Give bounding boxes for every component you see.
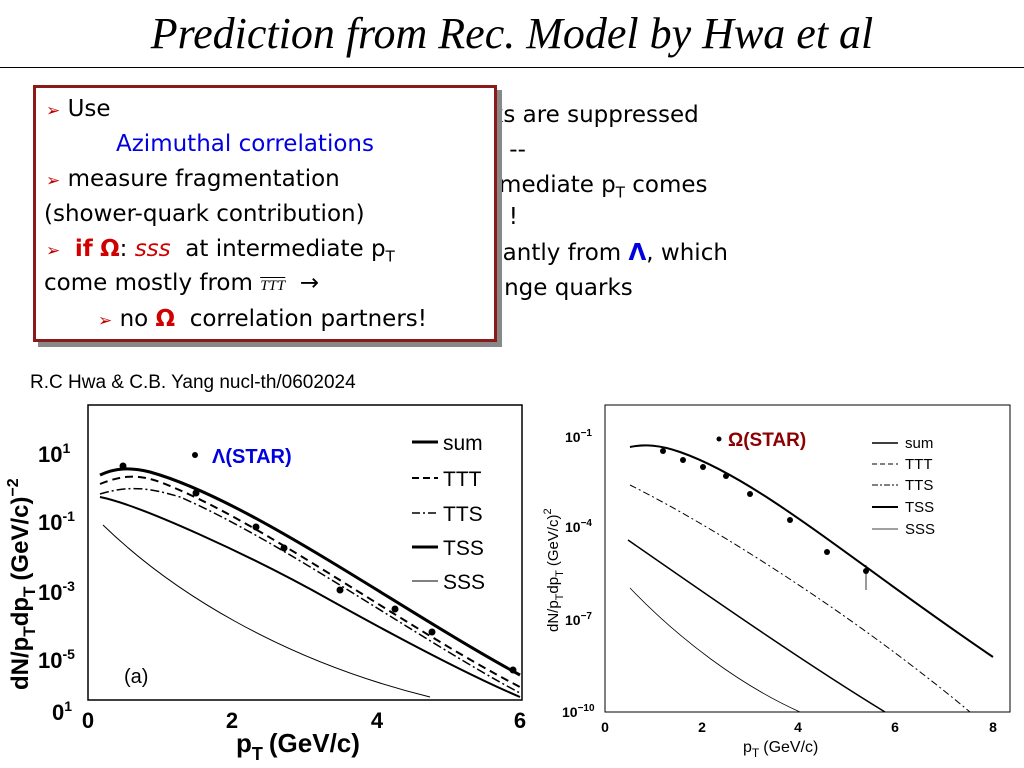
legend-label: TTS [443, 503, 483, 526]
right-x-ticks: 0 2 4 6 8 [601, 719, 997, 735]
curve-tts [99, 487, 521, 694]
legend-label: SSS [443, 571, 485, 594]
x-tick-label: 8 [989, 719, 997, 735]
bullet: ➢ no Ω correlation partners! [98, 306, 427, 332]
curve-tts [629, 484, 971, 713]
legend-label: TSS [443, 537, 484, 560]
y-label: dN/pTdpT(GeV/c)−2 [5, 478, 39, 690]
lambda: Λ [628, 240, 647, 266]
y-tick-label: 10−10 [562, 703, 595, 720]
text: at intermediate p [185, 236, 386, 262]
y-tick-label: 10−4 [565, 518, 592, 535]
body-text: cantly from Λ, which [490, 240, 728, 266]
text: come mostly from TTT → [44, 270, 320, 296]
text: come mostly from [44, 270, 253, 296]
right-legend-labels: sum TTT TTS TSS SSS [905, 435, 935, 538]
legend-label: TTS [905, 477, 933, 494]
bullet: ➢ Use [46, 96, 111, 122]
left-x-ticks: 0 2 4 6 [82, 708, 526, 733]
plot-frame [87, 404, 523, 701]
data-label: Ω(STAR) [728, 430, 806, 451]
x-tick-label: 4 [794, 719, 802, 735]
legend-dot [192, 452, 198, 458]
text: Use [67, 96, 111, 122]
body-text: ks are suppressed [490, 102, 699, 128]
text: TTT [260, 278, 286, 294]
citation: R.C Hwa & C.B. Yang nucl-th/0602024 [30, 372, 356, 393]
legend-label: sum [905, 435, 933, 452]
curve-sum [99, 467, 521, 677]
title: Prediction from Rec. Model by Hwa et al [150, 9, 874, 58]
title-rule [0, 67, 1024, 68]
left-legend [412, 440, 438, 582]
text: measure fragmentation [67, 166, 340, 192]
text: correlation partners! [189, 306, 427, 332]
legend-dot [716, 436, 722, 442]
bullet: ➢ if Ω: sss at intermediate pT [46, 236, 395, 266]
text: Azimuthal correlations [116, 131, 374, 157]
callout-box: ➢ Use Azimuthal correlations ➢ measure f… [33, 85, 497, 342]
text: Ω [155, 306, 176, 332]
text: rmediate p [490, 172, 616, 198]
x-tick-label: 6 [514, 708, 526, 733]
x-label: pT (GeV/c) [236, 728, 360, 764]
x-tick-label: 2 [698, 719, 706, 735]
x-label: pT (GeV/c) [743, 739, 818, 760]
left-curves [99, 467, 521, 698]
legend-label: SSS [905, 521, 935, 538]
curve-tss [99, 496, 521, 698]
text: sss [134, 236, 171, 262]
y-tick-label: 10−7 [565, 611, 592, 628]
left-y-ticks: 101 10-1 10-3 10-5 01 [38, 440, 75, 725]
x-tick-label: 4 [371, 708, 384, 733]
text: no [119, 306, 149, 332]
legend-label: TTT [443, 468, 482, 491]
curve-sum [629, 444, 994, 658]
y-tick-label: 101 [38, 440, 70, 467]
subscript: T [385, 247, 395, 266]
curve-sss [102, 524, 431, 698]
left-data-points [119, 462, 517, 674]
right-legend [872, 442, 898, 530]
data-label: Λ(STAR) [212, 446, 292, 468]
panel-label: (a) [124, 666, 148, 688]
x-tick-label: 0 [82, 708, 94, 733]
text: cantly from [490, 240, 629, 266]
curve-sss [629, 587, 801, 713]
plot-frame [604, 404, 1011, 713]
legend-label: sum [443, 432, 483, 455]
text: (shower-quark contribution) [44, 201, 365, 227]
curve-ttt [99, 475, 521, 688]
x-tick-label: 6 [891, 719, 899, 735]
y-tick-label: 10−1 [565, 428, 592, 445]
text: if [74, 236, 93, 262]
y-tick-label: 01 [52, 698, 72, 725]
right-y-ticks: 10−1 10−4 10−7 10−10 [562, 428, 595, 720]
x-tick-label: 0 [601, 719, 609, 735]
text: , which [646, 240, 728, 266]
body-text: rmediate pT comes [490, 172, 708, 202]
text: comes [624, 172, 708, 198]
body-text: ange quarks [490, 275, 633, 301]
y-tick-label: 10-5 [38, 646, 75, 673]
left-legend-labels: sum TTT TTS TSS SSS [443, 432, 485, 594]
legend-label: TTT [905, 456, 933, 473]
text: : [119, 236, 128, 262]
x-tick-label: 2 [226, 708, 238, 733]
right-curves [627, 444, 994, 713]
subscript: T [615, 183, 625, 202]
bullet: ➢ measure fragmentation [46, 166, 340, 192]
legend-label: TSS [905, 499, 934, 516]
text: Ω [100, 236, 120, 262]
right-data-points [660, 448, 869, 574]
curve-tss [627, 539, 886, 713]
y-label: dN/pTdpT(GeV/c)2 [542, 508, 566, 632]
y-tick-label: 10-1 [38, 508, 75, 535]
y-tick-label: 10-3 [38, 578, 75, 605]
